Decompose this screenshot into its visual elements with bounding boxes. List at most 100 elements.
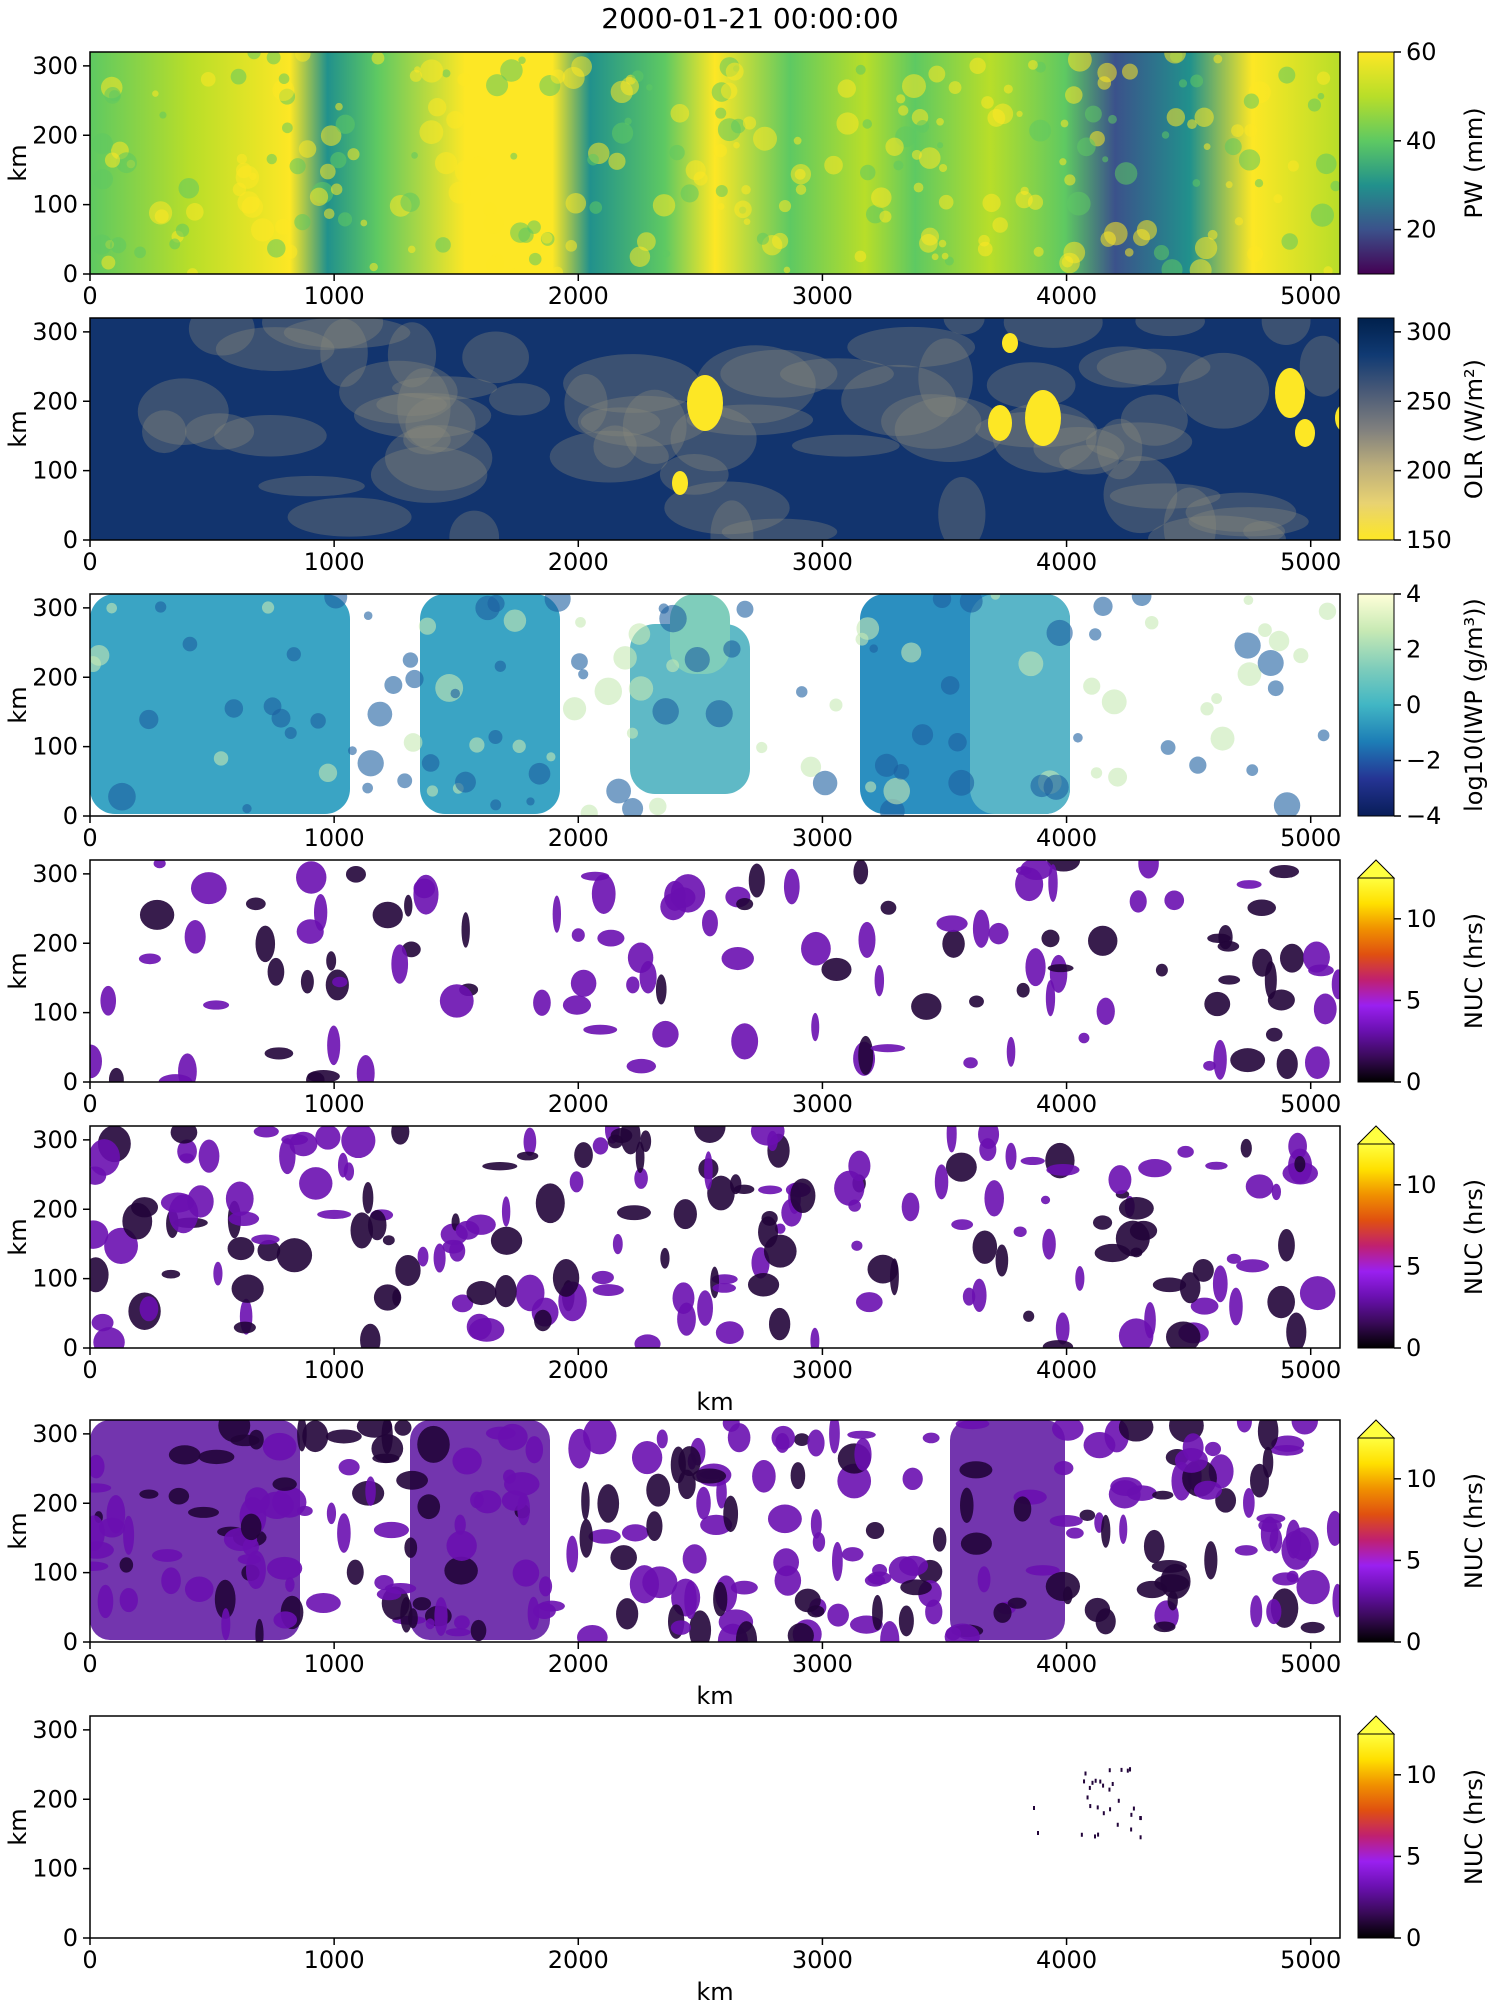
- y-axis-label: km: [4, 1218, 32, 1255]
- x-tick-label: 1000: [304, 1946, 365, 1974]
- y-tick-label: 100: [32, 999, 78, 1027]
- heatmap-field: [90, 1126, 1340, 1348]
- x-tick-label: 5000: [1280, 1090, 1341, 1118]
- y-tick-label: 0: [63, 260, 78, 288]
- x-tick-label: 1000: [304, 1090, 365, 1118]
- colorbar-tick-label: −2: [1406, 747, 1441, 775]
- y-tick-label: 100: [32, 457, 78, 485]
- axes-frame: [89, 51, 1341, 275]
- x-tick-label: 5000: [1280, 1356, 1341, 1384]
- x-tick-label: 0: [82, 1946, 97, 1974]
- y-tick-label: 0: [63, 1628, 78, 1656]
- y-tick-label: 200: [32, 121, 78, 149]
- x-tick-label: 0: [82, 282, 97, 310]
- panel-5: 0 1000 2000 3000 4000 5000 0 100 200 300 km km 0 5 10 N…: [4, 1125, 1488, 1416]
- heatmap-field: [90, 52, 1340, 274]
- colorbar-label: NUC (hrs): [1460, 1769, 1488, 1885]
- colorbar-tick-label: 10: [1406, 1761, 1437, 1789]
- x-tick-label: 2000: [548, 1090, 609, 1118]
- colorbar-tick-label: 10: [1406, 905, 1437, 933]
- colorbar-tick-label: 300: [1406, 318, 1452, 346]
- colorbar-label: PW (mm): [1460, 107, 1488, 218]
- colorbar-tick-label: 5: [1406, 1252, 1421, 1280]
- x-tick-label: 4000: [1036, 1090, 1097, 1118]
- x-tick-label: 3000: [792, 1090, 853, 1118]
- y-tick-label: 300: [32, 860, 78, 888]
- y-tick-label: 300: [32, 1126, 78, 1154]
- y-tick-label: 100: [32, 1265, 78, 1293]
- colorbar-extend-arrow: [1356, 1419, 1396, 1439]
- heatmap-field: [90, 860, 1340, 1082]
- x-tick-label: 4000: [1036, 1650, 1097, 1678]
- x-tick-label: 1000: [304, 1356, 365, 1384]
- x-tick-label: 0: [82, 1356, 97, 1384]
- colorbar: −4 −2 0 2 4 log10(IWP (g/m³)): [1357, 580, 1488, 830]
- y-axis-label: km: [4, 686, 32, 723]
- colorbar-tick-label: 5: [1406, 986, 1421, 1014]
- y-tick-label: 200: [32, 387, 78, 415]
- colorbar-tick-label: 20: [1406, 216, 1437, 244]
- axes-frame: [89, 1715, 1341, 1939]
- y-axis-label: km: [4, 410, 32, 447]
- colorbar-gradient: [1357, 317, 1395, 541]
- y-tick-label: 300: [32, 52, 78, 80]
- colorbar-tick-label: 2: [1406, 636, 1421, 664]
- panel-7: 0 1000 2000 3000 4000 5000 0 100 200 300 km km 0 5 10 N…: [4, 1715, 1488, 2000]
- x-tick-label: 4000: [1036, 824, 1097, 852]
- x-tick-label: 2000: [548, 1650, 609, 1678]
- colorbar-extend-arrow: [1356, 859, 1396, 879]
- colorbar-tick-label: 5: [1406, 1546, 1421, 1574]
- colorbar-tick-label: −4: [1406, 802, 1441, 830]
- x-tick-label: 0: [82, 548, 97, 576]
- colorbar-tick-label: 0: [1406, 1628, 1421, 1656]
- y-tick-label: 100: [32, 1855, 78, 1883]
- axes-frame: [89, 1419, 1341, 1643]
- colorbar-gradient: [1357, 1437, 1395, 1643]
- x-tick-label: 3000: [792, 1946, 853, 1974]
- x-tick-label: 5000: [1280, 548, 1341, 576]
- colorbar-tick-label: 40: [1406, 127, 1437, 155]
- colorbar-tick-label: 10: [1406, 1465, 1437, 1493]
- x-tick-label: 1000: [304, 824, 365, 852]
- x-tick-label: 1000: [304, 282, 365, 310]
- colorbar-tick-label: 0: [1406, 691, 1421, 719]
- heatmap-field: [90, 1420, 1340, 1642]
- colorbar: 0 5 10 NUC (hrs): [1356, 859, 1488, 1096]
- colorbar-tick-label: 150: [1406, 526, 1452, 554]
- heatmap-field: [90, 1716, 1340, 1938]
- y-tick-label: 200: [32, 1195, 78, 1223]
- colorbar-gradient: [1357, 51, 1395, 275]
- y-tick-label: 100: [32, 733, 78, 761]
- axes-frame: [89, 859, 1341, 1083]
- x-tick-label: 5000: [1280, 1946, 1341, 1974]
- x-tick-label: 4000: [1036, 1946, 1097, 1974]
- x-tick-label: 2000: [548, 1946, 609, 1974]
- colorbar-tick-label: 0: [1406, 1334, 1421, 1362]
- axes-frame: [89, 1125, 1341, 1349]
- x-tick-label: 5000: [1280, 282, 1341, 310]
- x-tick-label: 3000: [792, 1650, 853, 1678]
- x-tick-label: 0: [82, 1090, 97, 1118]
- colorbar-tick-label: 200: [1406, 457, 1452, 485]
- y-tick-label: 200: [32, 1489, 78, 1517]
- y-axis-label: km: [4, 1808, 32, 1845]
- colorbar: 20 40 60 PW (mm): [1357, 38, 1488, 275]
- axes-frame: [89, 317, 1341, 541]
- colorbar-tick-label: 5: [1406, 1842, 1421, 1870]
- colorbar-tick-label: 10: [1406, 1171, 1437, 1199]
- x-tick-label: 2000: [548, 1356, 609, 1384]
- y-tick-label: 100: [32, 191, 78, 219]
- colorbar: 150 200 250 300 OLR (W/m²): [1357, 317, 1488, 554]
- x-tick-label: 4000: [1036, 1356, 1097, 1384]
- colorbar-label: NUC (hrs): [1460, 913, 1488, 1029]
- colorbar-tick-label: 60: [1406, 38, 1437, 66]
- x-tick-label: 3000: [792, 282, 853, 310]
- colorbar-tick-label: 0: [1406, 1924, 1421, 1952]
- y-tick-label: 200: [32, 929, 78, 957]
- panel-4: 0 1000 2000 3000 4000 5000 0 100 200 300 km 0 5 10 NUC…: [4, 859, 1488, 1118]
- x-tick-label: 2000: [548, 282, 609, 310]
- y-tick-label: 300: [32, 1420, 78, 1448]
- y-tick-label: 100: [32, 1559, 78, 1587]
- x-axis-label: km: [696, 1978, 733, 2000]
